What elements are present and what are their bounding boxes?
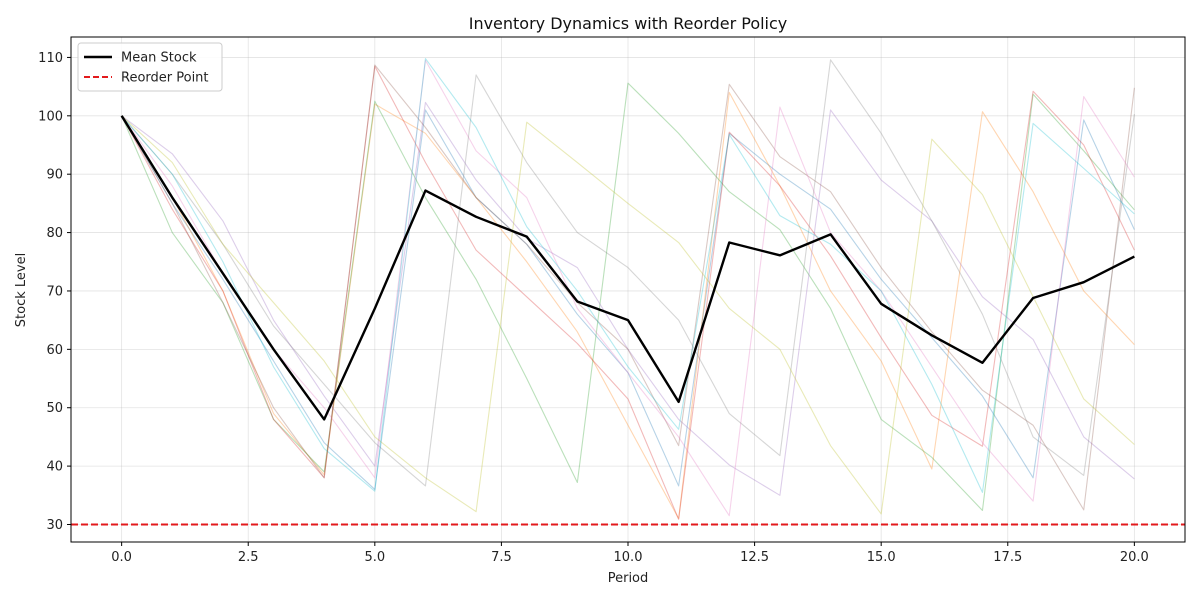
simulation-line-6 bbox=[121, 64, 1135, 511]
y-tick-label: 40 bbox=[46, 460, 63, 475]
x-axis-ticks: 0.0 2.5 5.0 7.5 10.0 12.5 15.0 17.5 20.0 bbox=[111, 542, 1149, 565]
simulation-line-1 bbox=[121, 109, 1135, 491]
y-tick-label: 100 bbox=[38, 109, 63, 124]
y-tick-label: 110 bbox=[38, 51, 63, 66]
y-axis-title: Stock Level bbox=[14, 253, 29, 327]
simulation-lines bbox=[121, 58, 1135, 520]
legend-reorder-label: Reorder Point bbox=[121, 71, 209, 86]
simulation-line-7 bbox=[121, 59, 1135, 517]
x-tick-label: 5.0 bbox=[364, 550, 385, 565]
y-axis-ticks: 30 40 50 60 70 80 90 100 110 bbox=[38, 51, 71, 533]
simulation-line-4 bbox=[121, 65, 1135, 520]
simulation-line-8 bbox=[121, 59, 1135, 487]
x-tick-label: 0.0 bbox=[111, 550, 132, 565]
y-tick-label: 80 bbox=[46, 226, 63, 241]
y-tick-label: 30 bbox=[46, 518, 63, 533]
mean-stock-line bbox=[120, 115, 1135, 421]
x-tick-label: 7.5 bbox=[491, 550, 512, 565]
x-tick-label: 15.0 bbox=[867, 550, 896, 565]
chart-title: Inventory Dynamics with Reorder Policy bbox=[469, 14, 788, 33]
simulation-line-9 bbox=[121, 115, 1135, 515]
legend: Mean Stock Reorder Point bbox=[77, 42, 223, 92]
x-tick-label: 12.5 bbox=[740, 550, 769, 565]
mean-stock-group bbox=[120, 115, 1135, 421]
legend-box bbox=[77, 42, 223, 92]
simulation-line-3 bbox=[121, 82, 1135, 512]
simulation-line-10 bbox=[121, 58, 1135, 493]
x-tick-label: 10.0 bbox=[614, 550, 643, 565]
simulation-line-2 bbox=[121, 91, 1135, 520]
x-tick-label: 20.0 bbox=[1120, 550, 1149, 565]
y-tick-label: 50 bbox=[46, 401, 63, 416]
simulation-line-5 bbox=[121, 101, 1135, 496]
legend-mean-label: Mean Stock bbox=[121, 51, 197, 66]
x-axis-title: Period bbox=[608, 571, 649, 586]
y-tick-label: 70 bbox=[46, 284, 63, 299]
x-tick-label: 2.5 bbox=[238, 550, 259, 565]
y-tick-label: 90 bbox=[46, 168, 63, 183]
x-tick-label: 17.5 bbox=[993, 550, 1022, 565]
y-tick-label: 60 bbox=[46, 343, 63, 358]
